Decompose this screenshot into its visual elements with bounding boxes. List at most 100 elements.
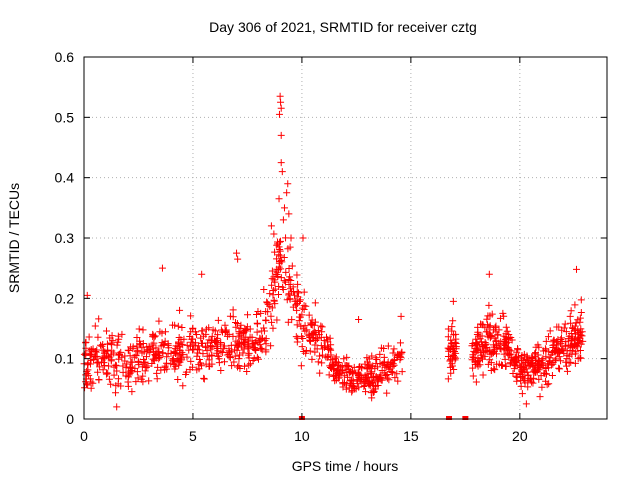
data-point: [171, 358, 179, 366]
data-point: [306, 347, 314, 355]
data-point: [258, 327, 266, 335]
data-point: [394, 377, 402, 385]
data-point: [231, 352, 239, 360]
data-point: [517, 354, 525, 362]
data-point: [94, 358, 102, 366]
data-point: [378, 366, 386, 374]
data-point: [502, 362, 510, 370]
data-point: [134, 346, 142, 354]
data-point: [128, 364, 136, 372]
data-point: [390, 345, 398, 353]
data-point: [175, 334, 183, 342]
data-point: [332, 359, 340, 367]
data-point: [496, 345, 504, 353]
chart-title: Day 306 of 2021, SRMTID for receiver czt…: [209, 19, 477, 35]
data-point: [520, 375, 528, 383]
data-point: [530, 366, 538, 374]
data-point: [561, 342, 569, 350]
data-point: [277, 237, 285, 245]
data-point: [232, 323, 240, 331]
data-point: [473, 339, 481, 347]
data-point: [576, 328, 584, 336]
data-point: [209, 326, 217, 334]
data-point: [197, 334, 205, 342]
data-point: [253, 353, 261, 361]
data-point: [240, 345, 248, 353]
data-point: [294, 293, 302, 301]
x-axis-label: GPS time / hours: [292, 458, 399, 474]
data-point: [572, 265, 580, 273]
data-point: [551, 356, 559, 364]
data-point: [176, 306, 184, 314]
data-point: [235, 355, 243, 363]
data-point: [572, 330, 580, 338]
data-point: [83, 291, 91, 299]
data-point: [539, 355, 547, 363]
data-point: [397, 312, 405, 320]
data-point: [229, 306, 237, 314]
data-point: [529, 379, 537, 387]
data-point: [174, 322, 182, 330]
data-point: [475, 357, 483, 365]
data-point: [566, 312, 574, 320]
data-point: [275, 290, 283, 298]
data-point: [174, 355, 182, 363]
data-point: [449, 362, 457, 370]
data-point: [563, 367, 571, 375]
data-point: [193, 366, 201, 374]
data-point: [187, 357, 195, 365]
data-point: [567, 358, 575, 366]
data-point: [275, 251, 283, 259]
data-point: [514, 353, 522, 361]
data-point: [284, 245, 292, 253]
data-point: [372, 354, 380, 362]
data-point: [189, 340, 197, 348]
data-point: [513, 373, 521, 381]
data-point: [115, 355, 123, 363]
data-point: [245, 349, 253, 357]
data-point: [277, 159, 285, 167]
data-point: [555, 364, 563, 372]
data-point: [529, 363, 537, 371]
data-point: [112, 389, 120, 397]
data-point: [294, 280, 302, 288]
data-point: [292, 297, 300, 305]
data-point: [499, 309, 507, 317]
data-point: [134, 374, 142, 382]
data-point: [498, 361, 506, 369]
data-point: [477, 320, 485, 328]
data-point: [516, 371, 524, 378]
data-point: [577, 340, 585, 348]
data-point: [99, 353, 107, 361]
data-point: [373, 378, 381, 386]
data-point: [150, 348, 158, 356]
data-point: [286, 273, 294, 281]
data-point: [135, 325, 143, 333]
data-point: [87, 384, 95, 392]
data-point: [148, 341, 156, 349]
data-point: [246, 360, 254, 368]
data-point: [286, 295, 294, 303]
data-point: [556, 340, 564, 348]
data-point: [382, 363, 390, 371]
data-point: [182, 368, 190, 376]
data-point: [245, 343, 253, 351]
data-point: [316, 352, 324, 360]
data-point: [142, 363, 150, 371]
data-point: [268, 281, 276, 289]
data-point: [242, 333, 250, 341]
data-point: [213, 345, 221, 353]
data-point: [502, 330, 510, 338]
data-point: [273, 241, 281, 249]
data-point: [175, 338, 183, 346]
data-point: [81, 384, 89, 392]
data-point: [158, 264, 166, 272]
data-point: [557, 334, 565, 342]
data-point: [487, 367, 495, 375]
data-point: [178, 324, 186, 332]
data-point: [139, 372, 147, 380]
data-point: [86, 347, 94, 355]
data-point: [206, 362, 214, 370]
data-point: [574, 316, 582, 324]
